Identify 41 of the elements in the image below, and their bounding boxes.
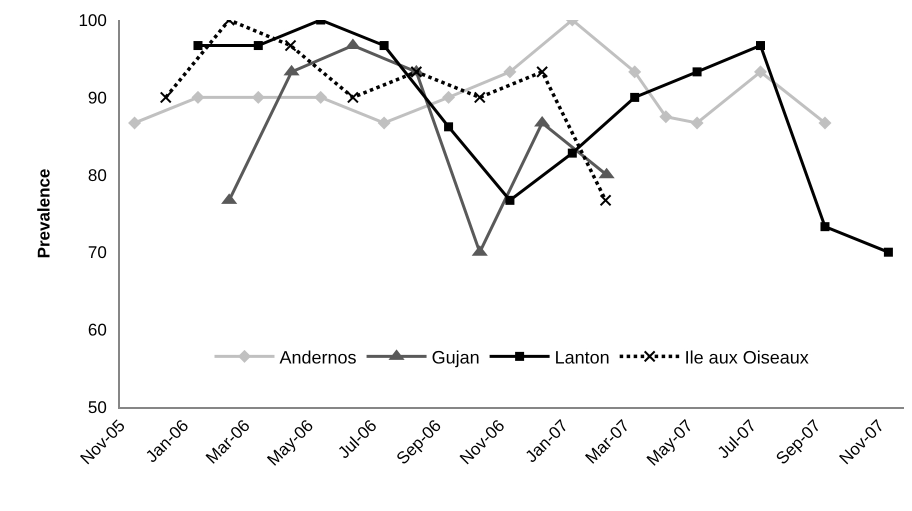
point bbox=[690, 116, 704, 130]
point bbox=[505, 196, 514, 205]
point bbox=[346, 91, 359, 104]
point bbox=[536, 66, 548, 78]
y-tick-label: 100 bbox=[78, 10, 107, 30]
legend-label: Andernos bbox=[280, 347, 357, 368]
y-tick-label: 90 bbox=[88, 88, 107, 108]
point bbox=[692, 67, 702, 76]
point bbox=[756, 41, 766, 50]
point bbox=[378, 116, 391, 130]
y-tick-label: 60 bbox=[88, 320, 107, 340]
legend-label: Lanton bbox=[554, 347, 610, 368]
y-tick-label: 50 bbox=[88, 398, 107, 417]
point bbox=[884, 248, 893, 257]
legend-label: Ile aux Oiseaux bbox=[684, 347, 809, 368]
point bbox=[444, 122, 454, 132]
point bbox=[193, 41, 202, 50]
point bbox=[380, 41, 389, 50]
point bbox=[442, 90, 456, 104]
legend-label: Gujan bbox=[432, 347, 480, 368]
point bbox=[160, 91, 172, 104]
point bbox=[754, 65, 768, 78]
point bbox=[128, 116, 142, 130]
y-tick-label: 70 bbox=[88, 243, 107, 262]
point bbox=[284, 40, 297, 52]
point bbox=[410, 66, 422, 78]
point bbox=[630, 92, 640, 102]
point bbox=[818, 116, 832, 130]
point bbox=[600, 194, 612, 206]
point bbox=[659, 110, 672, 124]
point bbox=[628, 65, 642, 78]
point bbox=[252, 90, 265, 104]
point bbox=[254, 41, 263, 50]
point bbox=[314, 90, 328, 104]
y-tick-label: 80 bbox=[88, 166, 107, 185]
point bbox=[820, 222, 830, 232]
point bbox=[474, 91, 486, 104]
point bbox=[568, 148, 577, 158]
point bbox=[191, 90, 204, 104]
point bbox=[503, 65, 516, 78]
y-axis-title: Prevalence bbox=[34, 168, 54, 258]
